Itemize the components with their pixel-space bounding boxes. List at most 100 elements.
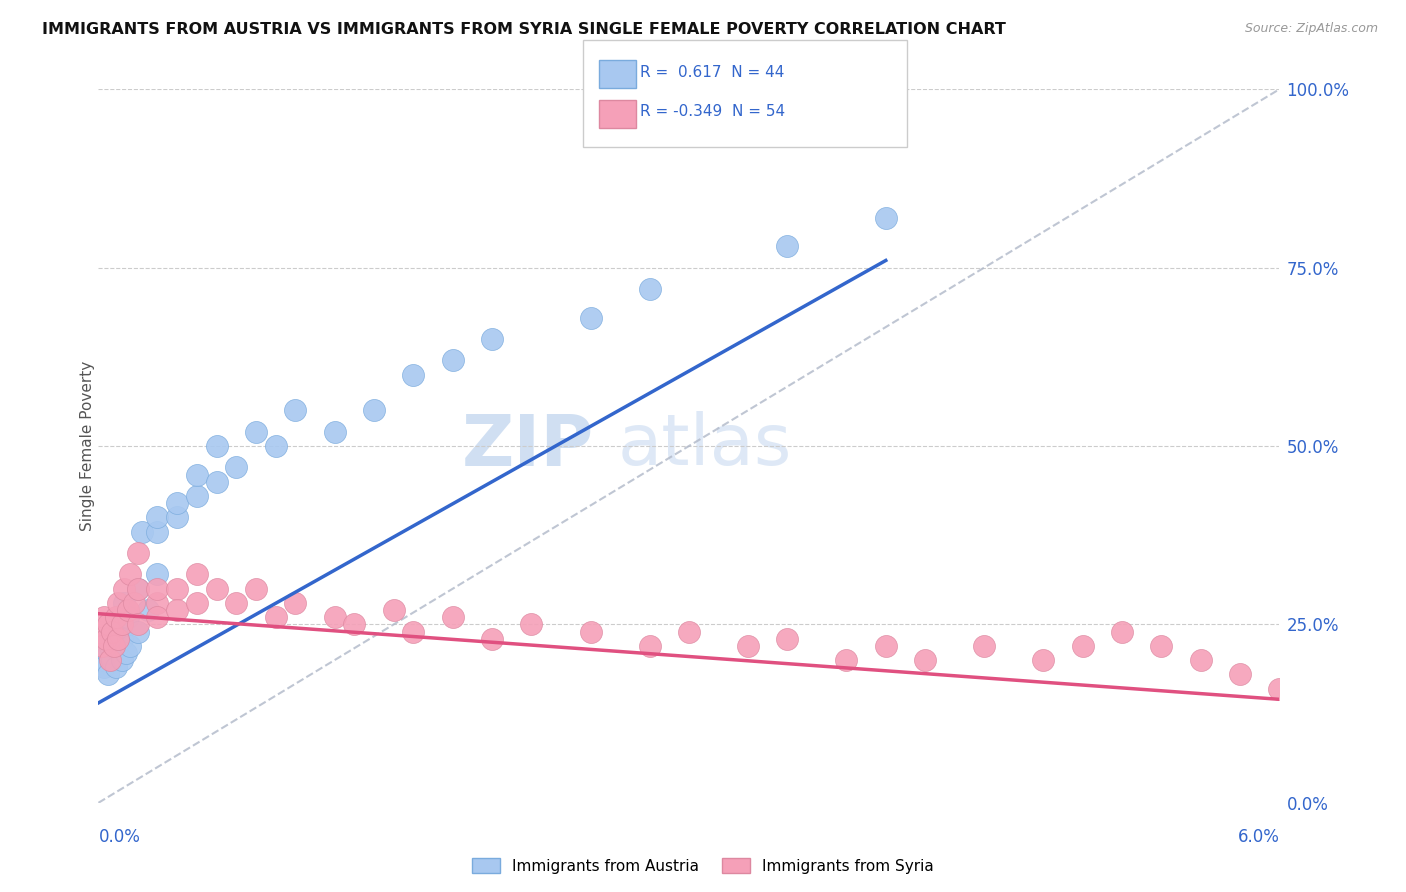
Point	[225, 460, 247, 475]
Text: IMMIGRANTS FROM AUSTRIA VS IMMIGRANTS FROM SYRIA SINGLE FEMALE POVERTY CORRELATI: IMMIGRANTS FROM AUSTRIA VS IMMIGRANTS FR…	[42, 22, 1007, 37]
Point	[205, 439, 228, 453]
Point	[776, 632, 799, 646]
Text: ZIP: ZIP	[463, 411, 595, 481]
Point	[146, 510, 169, 524]
Point	[402, 368, 425, 382]
Point	[111, 617, 134, 632]
Point	[225, 596, 247, 610]
Point	[875, 639, 897, 653]
Point	[127, 624, 149, 639]
Text: R = -0.349  N = 54: R = -0.349 N = 54	[640, 104, 785, 120]
Point	[1032, 653, 1054, 667]
Point	[107, 632, 129, 646]
Point	[186, 489, 208, 503]
Point	[146, 567, 169, 582]
Point	[1111, 624, 1133, 639]
Point	[186, 467, 208, 482]
Point	[115, 646, 138, 660]
Point	[579, 624, 602, 639]
Point	[97, 646, 120, 660]
Point	[441, 353, 464, 368]
Point	[186, 596, 208, 610]
Point	[973, 639, 995, 653]
Point	[91, 639, 114, 653]
Point	[89, 624, 111, 639]
Point	[111, 632, 134, 646]
Point	[146, 582, 169, 596]
Point	[112, 582, 135, 596]
Point	[1150, 639, 1173, 653]
Point	[105, 610, 128, 624]
Point	[93, 610, 115, 624]
Point	[323, 610, 346, 624]
Point	[835, 653, 858, 667]
Point	[1268, 681, 1291, 696]
Point	[98, 653, 121, 667]
Point	[776, 239, 799, 253]
Point	[205, 582, 228, 596]
Point	[284, 403, 307, 417]
Point	[96, 632, 118, 646]
Point	[93, 639, 115, 653]
Point	[107, 639, 129, 653]
Point	[343, 617, 366, 632]
Point	[441, 610, 464, 624]
Point	[1229, 667, 1251, 681]
Point	[875, 211, 897, 225]
Point	[166, 582, 188, 596]
Point	[107, 617, 129, 632]
Text: atlas: atlas	[619, 411, 793, 481]
Point	[205, 475, 228, 489]
Point	[245, 582, 267, 596]
Point	[127, 582, 149, 596]
Text: 0.0%: 0.0%	[98, 828, 141, 846]
Point	[146, 596, 169, 610]
Point	[264, 439, 287, 453]
Point	[323, 425, 346, 439]
Point	[1189, 653, 1212, 667]
Point	[481, 632, 503, 646]
Point	[91, 653, 114, 667]
Point	[127, 617, 149, 632]
Point	[118, 567, 141, 582]
Point	[166, 603, 188, 617]
Point	[98, 639, 121, 653]
Point	[97, 667, 120, 681]
Point	[103, 639, 125, 653]
Point	[131, 524, 153, 539]
Point	[107, 596, 129, 610]
Point	[264, 610, 287, 624]
Point	[638, 639, 661, 653]
Point	[96, 632, 118, 646]
Point	[93, 660, 115, 674]
Legend: Immigrants from Austria, Immigrants from Syria: Immigrants from Austria, Immigrants from…	[467, 852, 939, 880]
Point	[638, 282, 661, 296]
Text: 6.0%: 6.0%	[1237, 828, 1279, 846]
Point	[118, 639, 141, 653]
Point	[402, 624, 425, 639]
Point	[284, 596, 307, 610]
Point	[127, 546, 149, 560]
Point	[1071, 639, 1094, 653]
Point	[117, 603, 139, 617]
Point	[117, 610, 139, 624]
Point	[363, 403, 385, 417]
Point	[127, 582, 149, 596]
Point	[97, 617, 120, 632]
Y-axis label: Single Female Poverty: Single Female Poverty	[80, 361, 94, 531]
Text: Source: ZipAtlas.com: Source: ZipAtlas.com	[1244, 22, 1378, 36]
Point	[166, 510, 188, 524]
Point	[111, 653, 134, 667]
Point	[112, 596, 135, 610]
Point	[579, 310, 602, 325]
Point	[914, 653, 936, 667]
Point	[136, 603, 159, 617]
Point	[186, 567, 208, 582]
Point	[166, 496, 188, 510]
Point	[146, 610, 169, 624]
Point	[101, 624, 124, 639]
Point	[678, 624, 700, 639]
Point	[122, 596, 145, 610]
Point	[520, 617, 543, 632]
Point	[105, 660, 128, 674]
